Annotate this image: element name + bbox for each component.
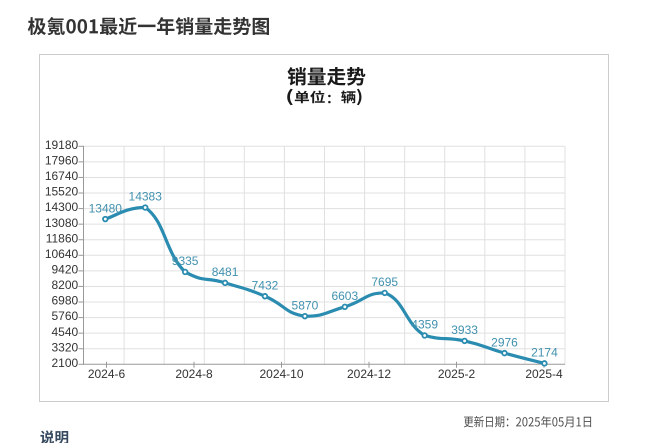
svg-text:5760: 5760: [51, 309, 78, 323]
svg-text:6980: 6980: [51, 294, 78, 308]
svg-text:15520: 15520: [45, 185, 79, 199]
svg-text:2024-6: 2024-6: [88, 367, 126, 381]
svg-text:10640: 10640: [45, 247, 79, 261]
svg-text:13480: 13480: [89, 201, 123, 215]
svg-text:2025-4: 2025-4: [525, 367, 563, 381]
svg-text:9335: 9335: [172, 254, 199, 268]
svg-text:19180: 19180: [45, 138, 79, 152]
svg-text:4359: 4359: [411, 318, 438, 332]
svg-text:6603: 6603: [331, 289, 358, 303]
svg-text:2976: 2976: [491, 335, 518, 349]
svg-text:2100: 2100: [51, 356, 78, 370]
svg-text:2174: 2174: [531, 346, 558, 360]
svg-text:3320: 3320: [51, 340, 78, 354]
svg-text:14383: 14383: [129, 190, 163, 204]
svg-text:9420: 9420: [51, 262, 78, 276]
svg-text:14300: 14300: [45, 200, 79, 214]
svg-text:8481: 8481: [212, 265, 239, 279]
svg-text:2024-12: 2024-12: [347, 367, 391, 381]
svg-text:16740: 16740: [45, 169, 79, 183]
svg-text:2024-10: 2024-10: [259, 367, 303, 381]
svg-text:5870: 5870: [292, 298, 319, 312]
svg-text:4540: 4540: [51, 325, 78, 339]
svg-text:17960: 17960: [45, 153, 79, 167]
svg-text:2025-2: 2025-2: [438, 367, 476, 381]
svg-text:3933: 3933: [451, 323, 478, 337]
svg-text:13080: 13080: [45, 216, 79, 230]
svg-text:11860: 11860: [46, 231, 79, 245]
svg-text:8200: 8200: [51, 278, 78, 292]
svg-text:7695: 7695: [371, 275, 398, 289]
svg-text:7432: 7432: [252, 278, 279, 292]
svg-text:2024-8: 2024-8: [175, 367, 213, 381]
